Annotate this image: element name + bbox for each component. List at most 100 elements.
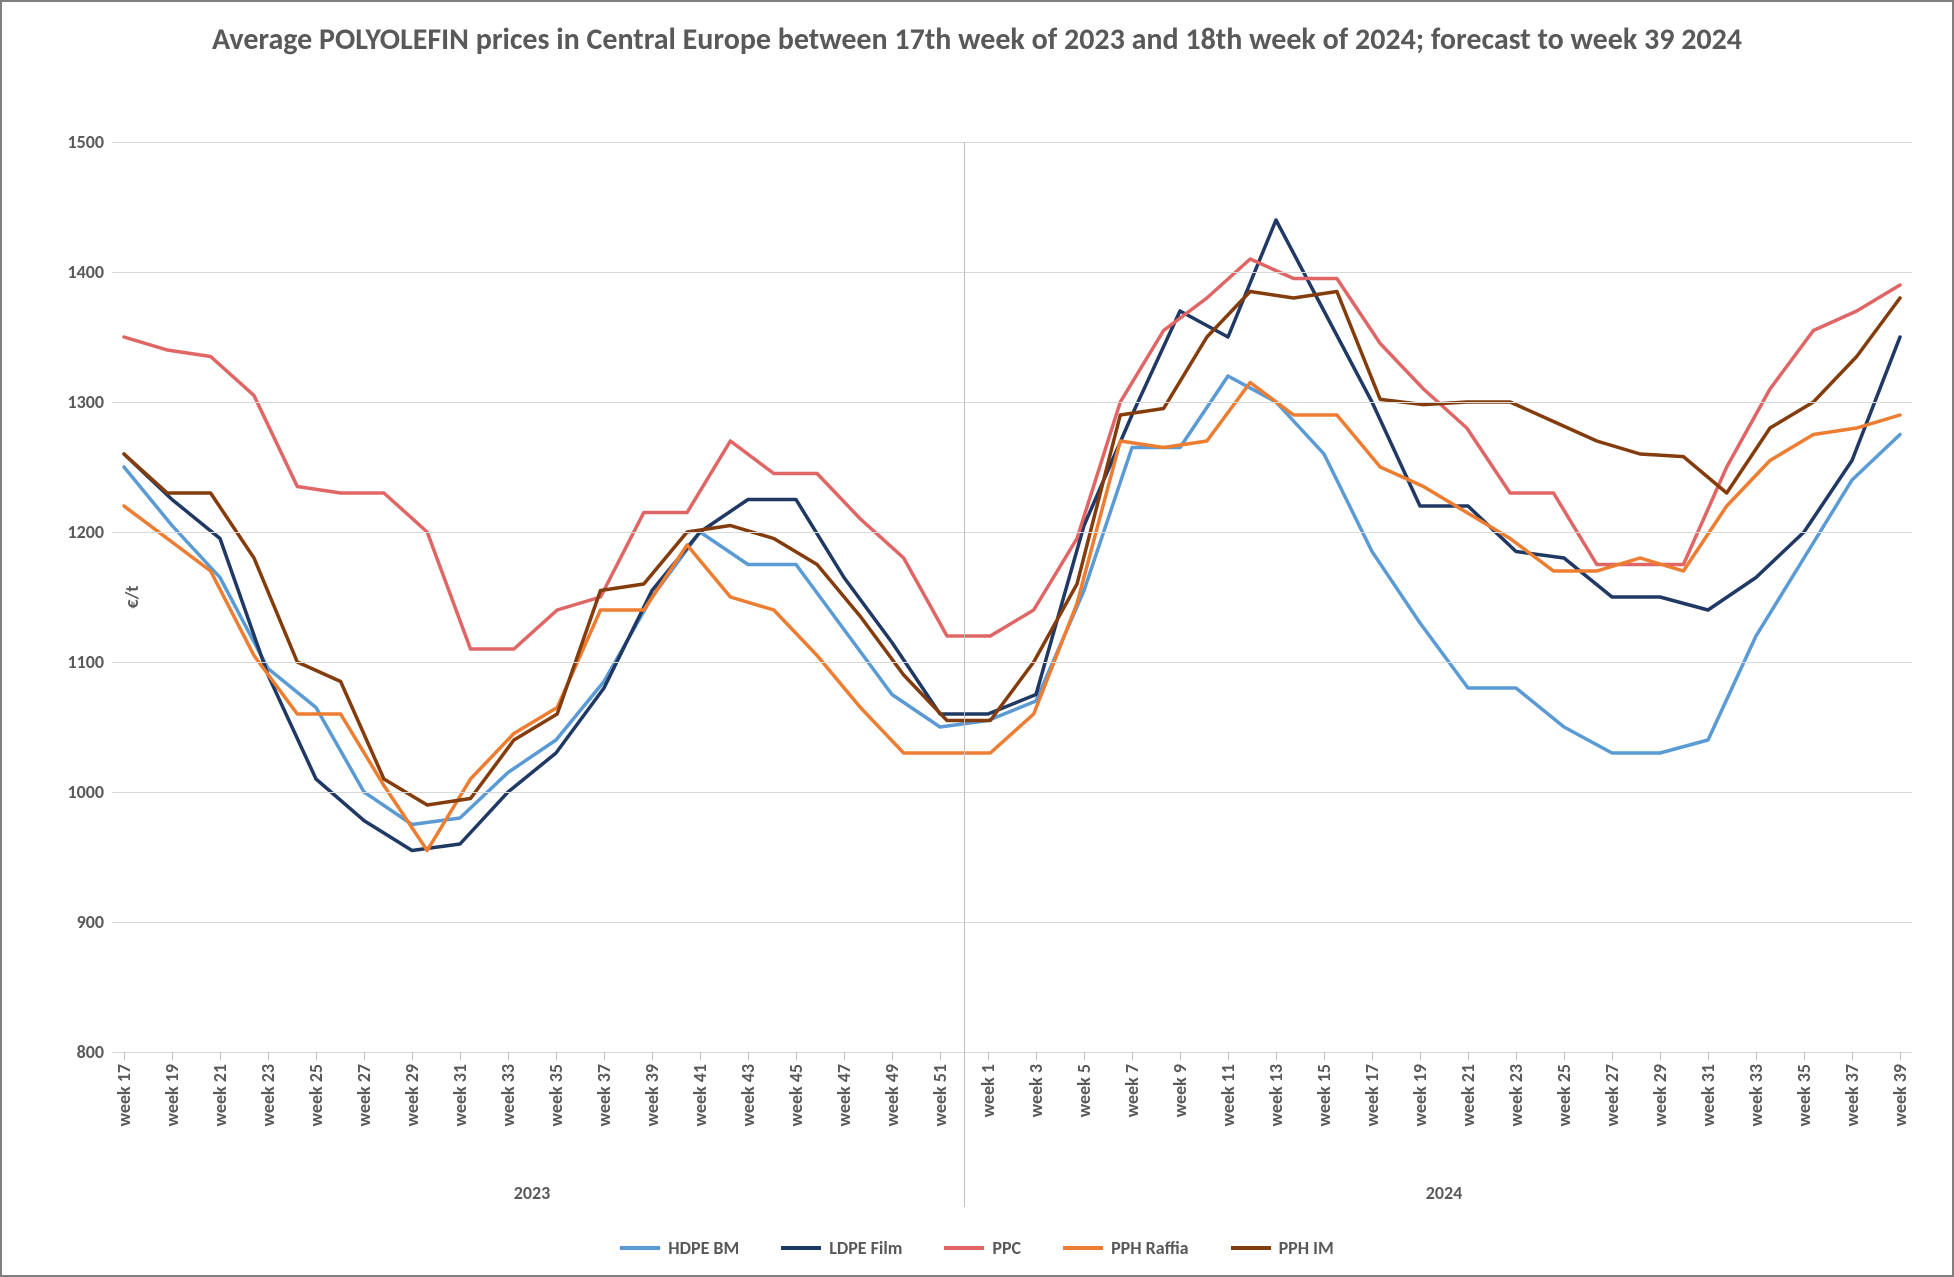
x-tick-mark <box>988 1052 989 1060</box>
x-tick-label: week 49 <box>881 1064 903 1126</box>
x-tick-mark <box>1036 1052 1037 1060</box>
x-tick-mark <box>268 1052 269 1060</box>
gridline <box>112 142 1912 143</box>
x-tick-mark <box>1276 1052 1277 1060</box>
x-tick-mark <box>508 1052 509 1060</box>
x-tick-mark <box>748 1052 749 1060</box>
x-tick-label: week 45 <box>785 1064 807 1126</box>
x-tick-label: week 19 <box>161 1064 183 1126</box>
x-tick-label: week 37 <box>593 1064 615 1126</box>
chart-container: Average POLYOLEFIN prices in Central Eur… <box>0 0 1954 1277</box>
x-tick-label: week 23 <box>1505 1064 1527 1126</box>
x-tick-mark <box>1804 1052 1805 1060</box>
x-tick-mark <box>796 1052 797 1060</box>
x-tick-label: week 17 <box>113 1064 135 1126</box>
x-tick-label: week 31 <box>449 1064 471 1126</box>
x-tick-label: week 3 <box>1025 1064 1047 1117</box>
x-tick-mark <box>1372 1052 1373 1060</box>
x-tick-label: week 27 <box>353 1064 375 1126</box>
x-tick-label: week 31 <box>1697 1064 1719 1126</box>
x-tick-label: week 13 <box>1265 1064 1287 1126</box>
x-tick-label: week 9 <box>1169 1064 1191 1117</box>
x-tick-mark <box>460 1052 461 1060</box>
x-tick-label: week 11 <box>1217 1064 1239 1126</box>
legend-label: LDPE Film <box>829 1237 902 1259</box>
legend-swatch <box>944 1246 984 1250</box>
x-tick-label: week 39 <box>1889 1064 1911 1126</box>
legend-swatch <box>781 1246 821 1250</box>
gridline <box>112 662 1912 663</box>
x-tick-mark <box>1324 1052 1325 1060</box>
x-tick-mark <box>940 1052 941 1060</box>
x-tick-label: week 15 <box>1313 1064 1335 1126</box>
series-line <box>124 220 1900 851</box>
x-tick-mark <box>1564 1052 1565 1060</box>
gridline <box>112 792 1912 793</box>
x-tick-mark <box>1660 1052 1661 1060</box>
x-tick-label: week 39 <box>641 1064 663 1126</box>
x-tick-mark <box>1084 1052 1085 1060</box>
x-tick-label: week 35 <box>1793 1064 1815 1126</box>
x-tick-label: week 29 <box>1649 1064 1671 1126</box>
x-tick-label: week 5 <box>1073 1064 1095 1117</box>
x-tick-label: week 21 <box>1457 1064 1479 1126</box>
x-tick-mark <box>1468 1052 1469 1060</box>
legend-label: HDPE BM <box>668 1237 739 1259</box>
x-tick-mark <box>652 1052 653 1060</box>
x-tick-mark <box>172 1052 173 1060</box>
gridline <box>112 1052 1912 1053</box>
legend-swatch <box>1231 1246 1271 1250</box>
y-tick-label: 1500 <box>68 131 105 153</box>
x-tick-mark <box>364 1052 365 1060</box>
x-tick-label: week 35 <box>545 1064 567 1126</box>
x-tick-mark <box>1516 1052 1517 1060</box>
x-tick-mark <box>316 1052 317 1060</box>
x-tick-label: week 33 <box>1745 1064 1767 1126</box>
x-tick-mark <box>1420 1052 1421 1060</box>
gridline <box>112 402 1912 403</box>
legend-label: PPH Raffia <box>1111 1237 1189 1259</box>
x-tick-label: week 23 <box>257 1064 279 1126</box>
legend-item: PPH Raffia <box>1063 1237 1189 1259</box>
x-tick-label: week 19 <box>1409 1064 1431 1126</box>
x-tick-label: week 17 <box>1361 1064 1383 1126</box>
legend-label: PPH IM <box>1279 1237 1334 1259</box>
legend-item: PPH IM <box>1231 1237 1334 1259</box>
chart-title: Average POLYOLEFIN prices in Central Eur… <box>2 20 1952 61</box>
x-tick-label: week 25 <box>1553 1064 1575 1126</box>
legend-label: PPC <box>992 1237 1021 1259</box>
x-tick-mark <box>556 1052 557 1060</box>
legend-item: LDPE Film <box>781 1237 902 1259</box>
gridline <box>112 922 1912 923</box>
x-tick-mark <box>1708 1052 1709 1060</box>
legend-item: HDPE BM <box>620 1237 739 1259</box>
x-tick-label: week 41 <box>689 1064 711 1126</box>
legend-item: PPC <box>944 1237 1021 1259</box>
series-line <box>124 376 1900 825</box>
x-tick-label: week 47 <box>833 1064 855 1126</box>
gridline <box>112 272 1912 273</box>
x-tick-label: week 27 <box>1601 1064 1623 1126</box>
x-tick-mark <box>124 1052 125 1060</box>
x-tick-mark <box>604 1052 605 1060</box>
year-group-label: 2024 <box>1426 1182 1463 1204</box>
x-tick-mark <box>892 1052 893 1060</box>
x-tick-mark <box>1612 1052 1613 1060</box>
x-tick-mark <box>1132 1052 1133 1060</box>
x-tick-label: week 1 <box>977 1064 999 1117</box>
x-tick-label: week 25 <box>305 1064 327 1126</box>
x-tick-mark <box>1900 1052 1901 1060</box>
x-tick-mark <box>412 1052 413 1060</box>
x-tick-mark <box>1852 1052 1853 1060</box>
plot-area: €/t 800900100011001200130014001500week 1… <box>112 142 1912 1052</box>
x-tick-label: week 51 <box>929 1064 951 1126</box>
x-tick-label: week 7 <box>1121 1064 1143 1117</box>
y-tick-label: 1200 <box>68 521 105 543</box>
chart-lines-svg <box>112 142 1912 1052</box>
legend: HDPE BM LDPE Film PPC PPH Raffia PPH IM <box>2 1237 1952 1259</box>
year-divider <box>964 142 965 1207</box>
year-group-label: 2023 <box>514 1182 551 1204</box>
y-tick-label: 900 <box>77 911 104 933</box>
y-tick-label: 800 <box>77 1041 104 1063</box>
x-tick-mark <box>1756 1052 1757 1060</box>
